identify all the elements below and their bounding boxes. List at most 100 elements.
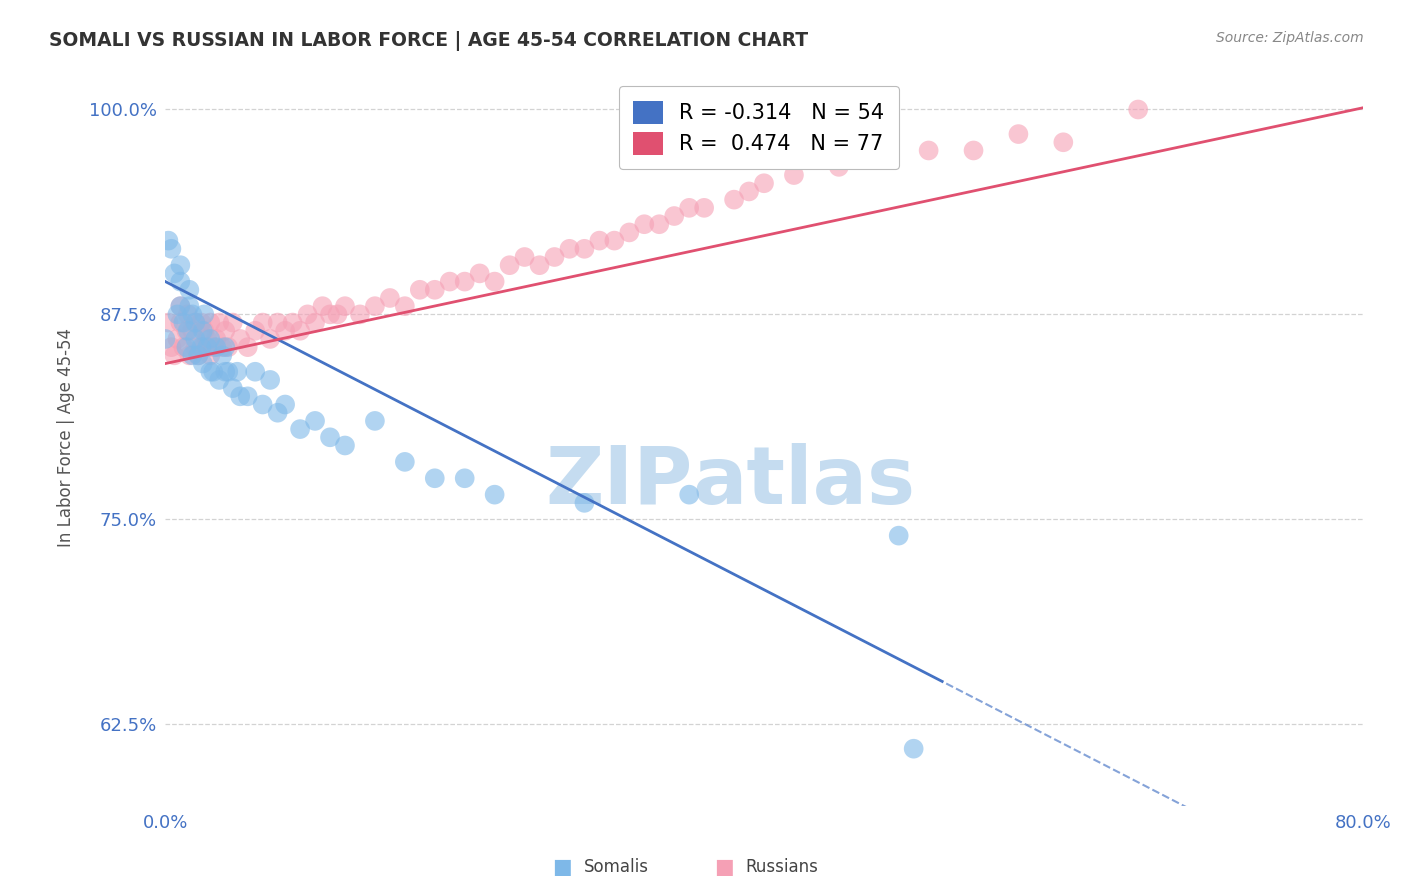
Point [208,373,231,387]
Point [633,217,655,231]
Point [259,332,281,346]
Point [693,201,716,215]
Point [498,258,520,272]
Point [184,340,207,354]
Point [202,340,225,354]
Point [259,373,281,387]
Point [1007,127,1029,141]
Point [190,316,212,330]
Point [274,324,297,338]
Point [319,430,342,444]
Point [191,324,214,338]
Point [195,332,218,346]
Point [200,348,222,362]
Point [266,406,288,420]
Point [181,348,204,362]
Point [873,152,896,166]
Point [195,340,218,354]
Point [1126,103,1149,117]
Point [172,316,194,330]
Point [378,291,401,305]
Point [783,168,806,182]
Point [205,340,228,354]
Text: atlas: atlas [692,442,915,521]
Point [160,242,183,256]
Point [245,365,267,379]
Point [903,741,925,756]
Point [214,365,236,379]
Point [281,316,304,330]
Point [887,528,910,542]
Point [181,324,204,338]
Point [200,365,222,379]
Point [193,324,215,338]
Point [297,307,319,321]
Text: ■: ■ [553,857,572,877]
Y-axis label: In Labor Force | Age 45-54: In Labor Force | Age 45-54 [58,327,75,547]
Point [184,316,207,330]
Point [349,307,371,321]
Point [229,332,252,346]
Point [184,316,207,330]
Point [484,275,506,289]
Point [603,234,626,248]
Point [738,185,761,199]
Point [202,365,225,379]
Point [588,234,610,248]
Point [236,389,259,403]
Point [752,176,775,190]
Point [184,332,207,346]
Point [208,316,231,330]
Point [304,316,326,330]
Point [169,299,191,313]
Point [543,250,565,264]
Point [177,307,200,321]
Point [166,332,188,346]
Point [169,275,191,289]
Point [288,324,311,338]
Point [155,332,177,346]
Point [191,340,214,354]
Point [574,496,596,510]
Point [274,397,297,411]
Point [245,324,267,338]
Text: SOMALI VS RUSSIAN IN LABOR FORCE | AGE 45-54 CORRELATION CHART: SOMALI VS RUSSIAN IN LABOR FORCE | AGE 4… [49,31,808,51]
Point [574,242,596,256]
Point [200,332,222,346]
Point [288,422,311,436]
Point [723,193,745,207]
Point [364,414,387,428]
Point [217,365,239,379]
Point [181,307,204,321]
Point [157,234,180,248]
Text: ■: ■ [714,857,734,877]
Point [454,471,477,485]
Point [619,226,641,240]
Point [177,324,200,338]
Point [394,299,416,313]
Point [226,365,249,379]
Point [664,209,686,223]
Point [169,258,191,272]
Point [252,397,274,411]
Text: ZIP: ZIP [546,442,692,521]
Point [163,266,186,280]
Point [333,299,356,313]
Point [529,258,551,272]
Point [222,316,245,330]
Point [648,217,671,231]
Point [163,348,186,362]
Point [190,340,212,354]
Point [179,299,201,313]
Point [364,299,387,313]
Point [252,316,274,330]
Point [484,488,506,502]
Point [187,348,209,362]
Point [205,332,228,346]
Point [678,201,700,215]
Point [678,488,700,502]
Point [1052,136,1074,150]
Point [193,307,215,321]
Point [222,381,245,395]
Point [179,283,201,297]
